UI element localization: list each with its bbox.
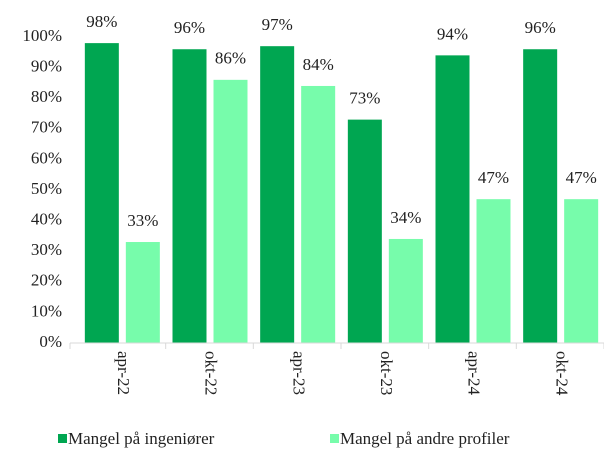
- data-label: 86%: [215, 49, 246, 68]
- y-tick-label: 0%: [39, 332, 62, 351]
- y-tick-label: 20%: [31, 271, 62, 290]
- y-tick-label: 100%: [22, 26, 62, 45]
- bar: [347, 119, 382, 344]
- x-tick-label: okt-22: [202, 351, 221, 395]
- data-label: 33%: [127, 211, 158, 230]
- bar: [435, 55, 470, 344]
- bar: [84, 43, 119, 344]
- data-label: 34%: [390, 208, 421, 227]
- x-tick-label: apr-22: [114, 351, 133, 395]
- x-tick-label: okt-24: [552, 351, 571, 396]
- legend-swatch: [58, 434, 67, 443]
- y-tick-label: 80%: [31, 87, 62, 106]
- bar: [172, 49, 207, 344]
- y-tick-label: 60%: [31, 148, 62, 167]
- data-label: 97%: [262, 15, 293, 34]
- y-tick-label: 30%: [31, 240, 62, 259]
- y-tick-label: 70%: [31, 118, 62, 137]
- bar: [388, 238, 423, 343]
- data-label: 96%: [174, 18, 205, 37]
- y-tick-label: 50%: [31, 179, 62, 198]
- x-tick-label: okt-23: [377, 351, 396, 395]
- x-tick-label: apr-23: [289, 351, 308, 395]
- data-label: 94%: [437, 24, 468, 43]
- x-tick-label: apr-24: [465, 351, 484, 396]
- y-tick-label: 40%: [31, 210, 62, 229]
- bar: [523, 49, 558, 344]
- bar: [476, 199, 511, 343]
- y-tick-label: 90%: [31, 57, 62, 76]
- bar: [564, 199, 599, 343]
- legend-swatch: [330, 434, 339, 443]
- bar: [125, 242, 160, 343]
- data-label: 47%: [478, 168, 509, 187]
- y-tick-label: 10%: [31, 301, 62, 320]
- data-label: 84%: [303, 55, 334, 74]
- bar: [301, 85, 336, 344]
- data-label: 47%: [566, 168, 597, 187]
- bar: [260, 46, 295, 344]
- data-label: 73%: [349, 89, 380, 108]
- legend-label: Mangel på andre profiler: [340, 429, 510, 448]
- data-label: 96%: [525, 18, 556, 37]
- bar: [213, 79, 248, 343]
- data-label: 98%: [86, 12, 117, 31]
- legend-label: Mangel på ingeniører: [68, 429, 215, 448]
